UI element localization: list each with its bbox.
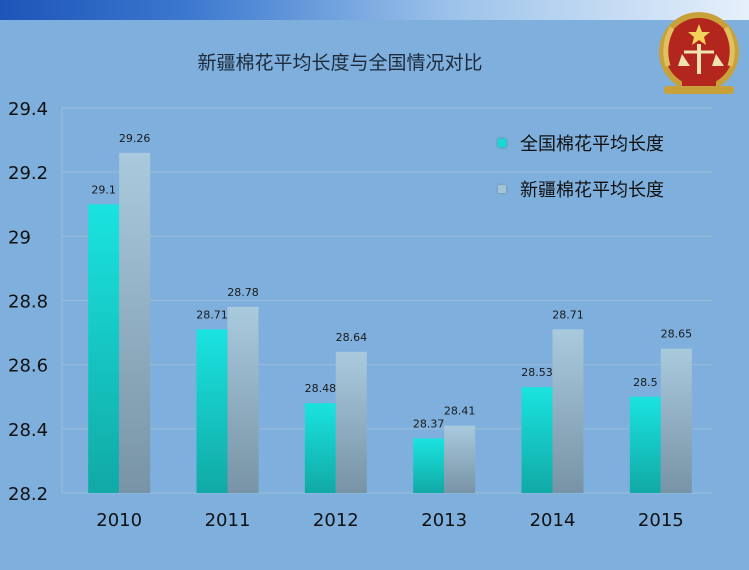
bars <box>88 152 692 493</box>
top-decorative-band <box>0 0 749 20</box>
x-tick-label-2013: 2013 <box>421 510 467 531</box>
bar-2014-series-2 <box>552 329 584 493</box>
y-tick-label-1: 28.4 <box>8 420 48 441</box>
data-label-2013-series-1: 28.37 <box>413 417 445 430</box>
data-label-2013-series-2: 28.41 <box>444 405 476 418</box>
data-label-2014-series-1: 28.53 <box>521 366 553 379</box>
legend-label-series-1: 全国棉花平均长度 <box>520 134 664 155</box>
bar-2010-series-1 <box>88 204 120 493</box>
legend: 全国棉花平均长度 新疆棉花平均长度 <box>498 130 664 222</box>
y-tick-label-2: 28.6 <box>8 356 48 377</box>
data-label-2012-series-2: 28.64 <box>336 331 368 344</box>
bar-2015-series-1 <box>629 396 661 493</box>
bar-2013-series-1 <box>413 438 445 493</box>
x-axis-ticks: 2010 2011 2012 2013 2014 2015 <box>96 510 683 531</box>
data-label-2011-series-2: 28.78 <box>227 286 259 299</box>
x-tick-label-2012: 2012 <box>313 510 359 531</box>
bar-2013-series-2 <box>444 425 476 493</box>
bar-2014-series-1 <box>521 387 553 493</box>
bar-2010-series-2 <box>119 152 151 493</box>
y-tick-label-3: 28.8 <box>8 292 48 313</box>
national-emblem-icon <box>659 12 739 94</box>
legend-swatch-series-1 <box>498 139 506 147</box>
data-label-2011-series-1: 28.71 <box>196 308 228 321</box>
legend-item-series-1: 全国棉花平均长度 <box>498 130 664 156</box>
grid-lines <box>61 107 712 494</box>
legend-swatch-series-2 <box>498 185 506 193</box>
legend-item-series-2: 新疆棉花平均长度 <box>498 176 664 202</box>
x-tick-label-2014: 2014 <box>530 510 576 531</box>
x-tick-label-2015: 2015 <box>638 510 684 531</box>
data-label-2015-series-2: 28.65 <box>661 328 693 341</box>
y-tick-label-5: 29.2 <box>8 163 48 184</box>
bar-2012-series-1 <box>304 403 336 493</box>
data-label-2014-series-2: 28.71 <box>552 308 584 321</box>
bar-2012-series-2 <box>335 351 367 493</box>
data-label-2015-series-1: 28.5 <box>633 376 658 389</box>
x-tick-label-2010: 2010 <box>96 510 142 531</box>
y-tick-label-6: 29.4 <box>8 99 48 120</box>
data-label-2012-series-1: 28.48 <box>305 382 337 395</box>
y-axis-ticks: 28.2 28.4 28.6 28.8 29 29.2 29.4 <box>8 99 48 505</box>
bar-2015-series-2 <box>660 348 692 493</box>
chart-title: 新疆棉花平均长度与全国情况对比 <box>197 52 483 74</box>
data-label-2010-series-1: 29.1 <box>91 183 116 196</box>
y-tick-label-4: 29 <box>8 227 31 248</box>
legend-label-series-2: 新疆棉花平均长度 <box>520 180 664 201</box>
data-label-2010-series-2: 29.26 <box>119 132 151 145</box>
x-tick-label-2011: 2011 <box>205 510 251 531</box>
bar-2011-series-1 <box>196 329 228 493</box>
bar-2011-series-2 <box>227 306 259 493</box>
y-tick-label-0: 28.2 <box>8 484 48 505</box>
